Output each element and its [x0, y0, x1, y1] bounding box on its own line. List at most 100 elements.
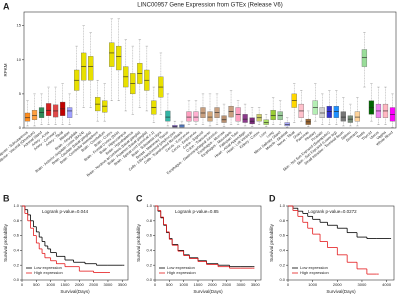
x-tick-label: Lung [266, 130, 275, 138]
box [375, 86, 382, 125]
panel-letter: B [3, 193, 10, 203]
box [228, 90, 234, 125]
box [221, 103, 227, 127]
box-body [165, 110, 171, 122]
x-tick-label: 3500 [118, 282, 128, 287]
y-tick-label: 10 [17, 57, 22, 62]
box [109, 18, 115, 101]
box [389, 93, 396, 128]
box [144, 45, 150, 112]
survival-curve [155, 205, 255, 268]
y-tick-label: 0.0 [146, 277, 152, 282]
x-tick-label: 3000 [103, 282, 113, 287]
box [242, 103, 248, 127]
box-body [67, 107, 73, 118]
legend-label: Low expression [167, 265, 195, 270]
x-axis-label: Survival(Days) [193, 289, 223, 294]
box-body [109, 42, 115, 67]
box [340, 97, 346, 127]
chart-title: Logrank p-value=0.0272 [308, 209, 357, 214]
legend-label: Low expression [34, 265, 62, 270]
plot-frame [21, 205, 129, 281]
box-body [340, 111, 346, 122]
box [151, 86, 157, 123]
box [172, 120, 178, 129]
box [361, 32, 368, 88]
box [207, 93, 213, 127]
box [235, 100, 241, 125]
y-tick-label: 0.6 [146, 233, 152, 238]
y-tick-label: 0.8 [146, 218, 152, 223]
survival-curve [22, 205, 125, 266]
x-tick-label: Thyroid [361, 130, 373, 141]
x-tick-label: 3000 [358, 282, 368, 287]
box [256, 107, 262, 125]
legend-label: High expression [34, 270, 63, 275]
box-body [88, 56, 94, 81]
box [74, 45, 80, 115]
box [130, 45, 136, 115]
y-tick-label: 0.2 [279, 262, 285, 267]
box [326, 90, 332, 125]
box [312, 83, 318, 122]
y-tick-label: 1.0 [13, 203, 19, 208]
box-body [270, 110, 276, 120]
box [165, 93, 171, 127]
legend-label: High expression [167, 270, 196, 275]
box-body [38, 107, 45, 118]
box [368, 83, 375, 122]
x-tick-label: 1000 [46, 282, 56, 287]
y-tick-label: 0.0 [13, 277, 19, 282]
box [38, 93, 45, 125]
y-tick-label: 0.4 [13, 247, 19, 252]
x-tick-label: 3500 [251, 282, 261, 287]
survival-curve [22, 205, 110, 274]
survival-curve [155, 205, 255, 269]
box [354, 97, 361, 127]
box [81, 25, 87, 108]
chart-title: LINC00957 Gene Expression from GTEx (Rel… [137, 3, 282, 9]
x-tick-label: Uterus [369, 130, 380, 140]
box [186, 100, 192, 125]
y-tick-label: 0.2 [146, 262, 152, 267]
x-tick-label: Bladder [59, 130, 72, 142]
y-tick-label: 0.6 [13, 233, 19, 238]
box [305, 110, 311, 127]
box [67, 93, 73, 125]
box [284, 117, 290, 128]
box [298, 90, 304, 122]
box-body [172, 125, 178, 128]
box-body [326, 106, 332, 118]
x-tick-label: 3000 [236, 282, 246, 287]
x-tick-label: 0 [287, 282, 290, 287]
legend-label: Low expression [300, 265, 328, 270]
y-tick-label: 0 [19, 125, 22, 130]
y-axis-label: Survival probability [269, 223, 274, 262]
y-tick-label: 0.0 [279, 277, 285, 282]
chart-title: Logrank p-value=0.044 [42, 209, 89, 214]
box [270, 97, 276, 125]
box [116, 18, 122, 101]
box-body [249, 117, 255, 125]
box [193, 100, 199, 125]
box-body [319, 107, 325, 118]
y-tick-label: 0.2 [13, 262, 19, 267]
survival-curve [288, 205, 392, 239]
box-body [116, 45, 122, 71]
x-tick-label: Prostate [311, 130, 324, 142]
box [137, 39, 143, 108]
box-body [193, 111, 199, 122]
x-tick-label: 2000 [333, 282, 343, 287]
x-tick-label: Testis [356, 130, 366, 139]
box [179, 120, 185, 129]
box-body [263, 119, 269, 125]
box-body [186, 111, 192, 122]
y-tick-label: 1.0 [279, 203, 285, 208]
y-axis-label: Survival probability [136, 223, 141, 262]
panel-letter: D [269, 193, 276, 203]
box [382, 86, 389, 125]
legend-label: High expression [300, 270, 329, 275]
box-body [354, 111, 361, 122]
box [123, 39, 129, 112]
